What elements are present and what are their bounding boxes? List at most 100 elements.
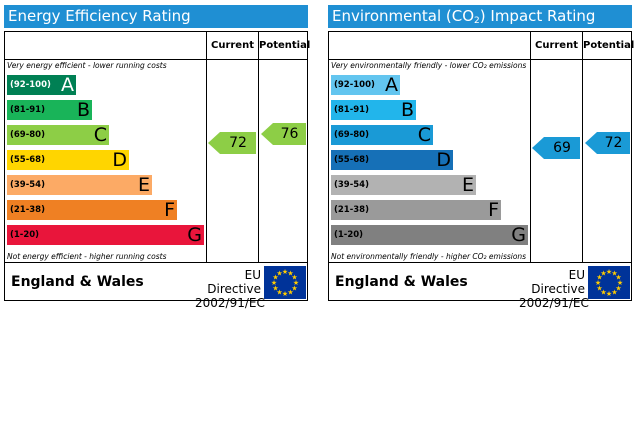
environment-chart-title: Environmental (CO2) Impact Rating: [328, 5, 632, 28]
potential-column-header: Potential: [259, 40, 311, 51]
band-range-label: (69-80): [334, 130, 369, 140]
directive-line-1: EU Directive: [207, 268, 261, 296]
eu-directive-text: EU Directive 2002/91/EC: [195, 268, 265, 310]
eu-star: ★: [595, 279, 601, 287]
current-rating-shape: [208, 132, 256, 154]
footer-divider: [329, 262, 631, 263]
band-c: (69-80) C: [331, 125, 433, 145]
eu-star: ★: [617, 279, 623, 287]
band-letter: C: [417, 124, 431, 146]
eu-star: ★: [276, 289, 282, 297]
band-letter: C: [93, 124, 107, 146]
footer-divider: [5, 262, 307, 263]
band-range-label: (39-54): [334, 180, 369, 190]
band-range-label: (21-38): [10, 205, 45, 215]
band-d: (55-68) D: [331, 150, 453, 170]
top-note: Very environmentally friendly - lower CO…: [331, 61, 527, 70]
band-g: (1-20) G: [7, 225, 204, 245]
band-range-label: (55-68): [334, 155, 369, 165]
eu-star: ★: [287, 269, 293, 277]
band-b: (81-91) B: [331, 100, 416, 120]
directive-line-1: EU Directive: [531, 268, 585, 296]
potential-rating-shape: [261, 123, 306, 145]
eu-star: ★: [272, 285, 278, 293]
eu-star: ★: [606, 268, 612, 276]
eu-star: ★: [291, 274, 297, 282]
current-rating-value: 72: [229, 135, 247, 151]
eu-star: ★: [596, 274, 602, 282]
band-c: (69-80) C: [7, 125, 109, 145]
potential-rating-shape: [585, 132, 630, 154]
eu-star: ★: [282, 268, 288, 276]
potential-rating-value: 76: [280, 126, 299, 142]
eu-star: ★: [293, 279, 299, 287]
eu-star: ★: [606, 290, 612, 298]
title-suffix: ) Impact Rating: [479, 7, 596, 25]
band-range-label: (39-54): [10, 180, 45, 190]
band-letter: E: [461, 174, 474, 196]
band-range-label: (92-100): [334, 80, 375, 90]
potential-rating-arrow: 72: [585, 132, 630, 154]
energy-chart-title: Energy Efficiency Rating: [4, 5, 308, 28]
current-column-header: Current: [534, 40, 578, 51]
environment-chart-frame: Current Potential Very environmentally f…: [328, 31, 635, 310]
directive-line-2: 2002/91/EC: [195, 296, 265, 310]
eu-star: ★: [615, 285, 621, 293]
eu-star: ★: [271, 279, 277, 287]
band-range-label: (92-100): [10, 80, 51, 90]
band-letter: G: [187, 224, 202, 246]
potential-rating-value: 72: [604, 135, 623, 151]
band-letter: B: [76, 99, 90, 121]
current-column-divider: [530, 32, 531, 262]
potential-column-divider: [258, 32, 259, 262]
band-range-label: (1-20): [334, 230, 364, 240]
band-range-label: (69-80): [10, 130, 45, 140]
eu-star: ★: [596, 285, 602, 293]
header-divider: [329, 59, 631, 60]
current-column-divider: [206, 32, 207, 262]
band-range-label: (21-38): [334, 205, 369, 215]
current-column-header: Current: [210, 40, 254, 51]
band-letter: B: [400, 99, 414, 121]
top-note: Very energy efficient - lower running co…: [7, 61, 167, 70]
band-d: (55-68) D: [7, 150, 129, 170]
band-letter: F: [164, 199, 175, 221]
environmental-impact-chart: Environmental (CO2) Impact Rating Curren…: [328, 5, 635, 310]
band-letter: E: [137, 174, 150, 196]
directive-line-2: 2002/91/EC: [519, 296, 589, 310]
band-range-label: (55-68): [10, 155, 45, 165]
eu-stars: ★ ★★★★★★★★★★★: [595, 268, 623, 298]
band-range-label: (81-91): [10, 105, 45, 115]
current-rating-shape: [532, 137, 580, 159]
eu-star: ★: [600, 269, 606, 277]
eu-star: ★: [276, 269, 282, 277]
eu-star: ★: [600, 289, 606, 297]
band-letter: D: [112, 149, 127, 171]
band-letter: A: [385, 74, 398, 96]
band-a: (92-100) A: [331, 75, 400, 95]
band-letter: G: [511, 224, 526, 246]
band-letter: F: [488, 199, 499, 221]
eu-directive-text: EU Directive 2002/91/EC: [519, 268, 589, 310]
eu-star: ★: [611, 289, 617, 297]
energy-chart-frame: Current Potential Very energy efficient …: [4, 31, 311, 310]
eu-stars: ★ ★★★★★★★★★★★: [271, 268, 299, 298]
eu-flag-icon: ★ ★ ★ ★ ★ ★ ★ ★ ★ ★ ★ ★: [264, 266, 306, 299]
potential-column-header: Potential: [583, 40, 635, 51]
potential-column-divider: [582, 32, 583, 262]
band-a: (92-100) A: [7, 75, 76, 95]
bottom-note: Not environmentally friendly - higher CO…: [331, 252, 527, 261]
potential-rating-arrow: 76: [261, 123, 306, 145]
energy-efficiency-chart: Energy Efficiency Rating Current Potenti…: [4, 5, 311, 310]
eu-star: ★: [291, 285, 297, 293]
band-f: (21-38) F: [7, 200, 177, 220]
current-rating-arrow: 72: [208, 132, 256, 154]
band-range-label: (81-91): [334, 105, 369, 115]
eu-star: ★: [272, 274, 278, 282]
band-e: (39-54) E: [7, 175, 152, 195]
current-rating-value: 69: [553, 140, 571, 156]
band-letter: D: [436, 149, 451, 171]
title-subscript: 2: [474, 16, 480, 26]
band-e: (39-54) E: [331, 175, 476, 195]
eu-star: ★: [282, 290, 288, 298]
